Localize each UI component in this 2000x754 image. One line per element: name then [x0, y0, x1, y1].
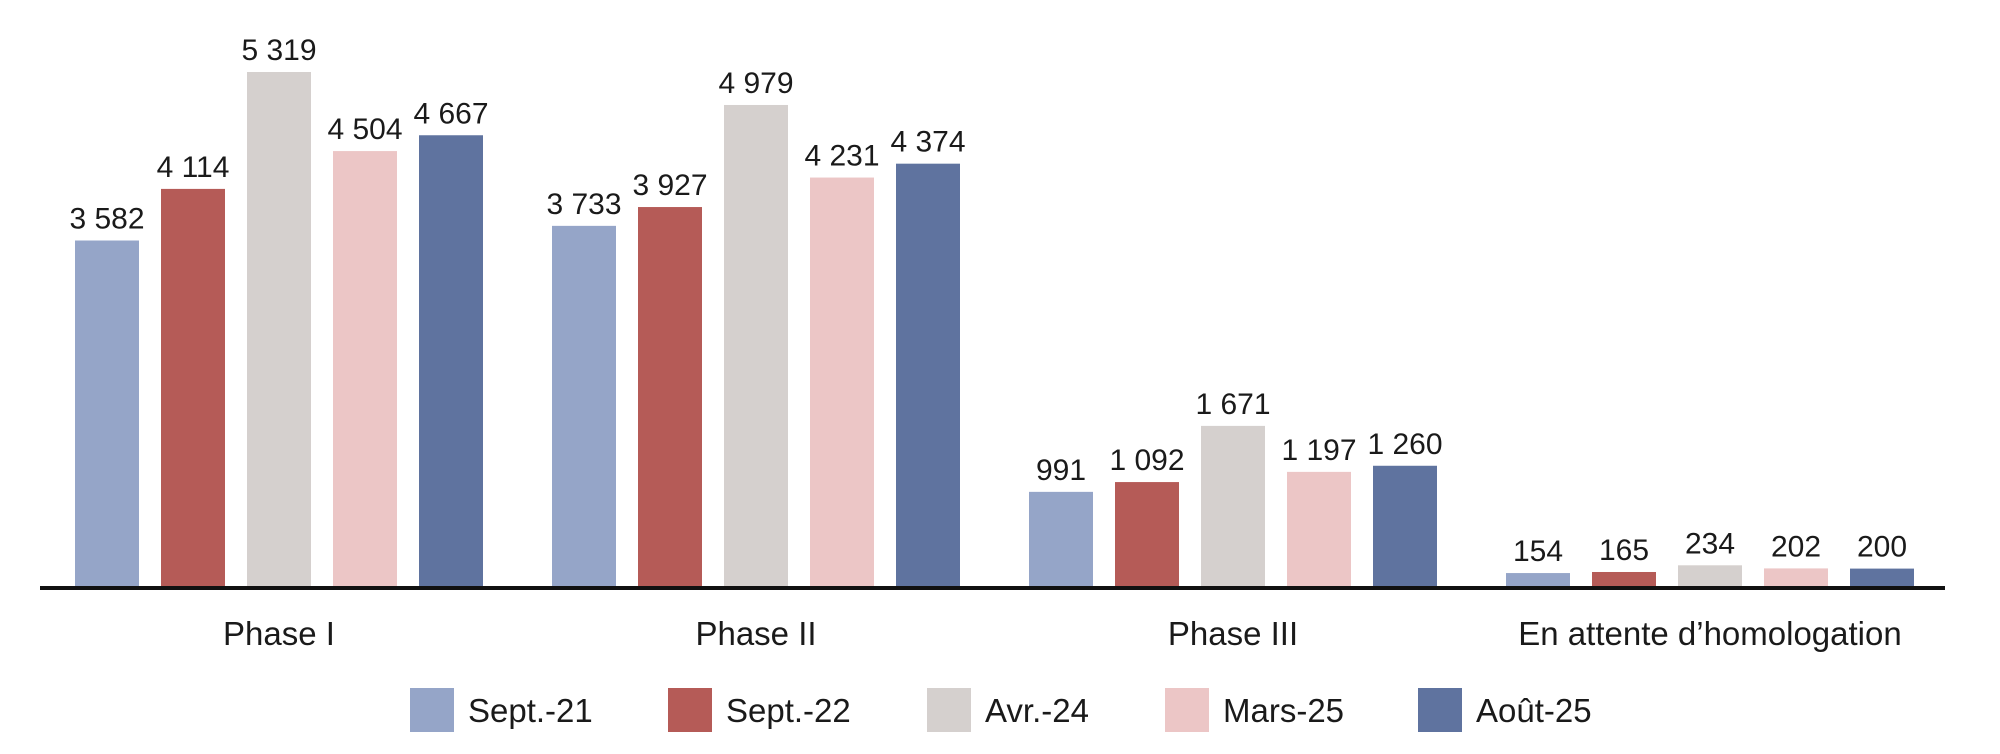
bar-1-3: [247, 72, 311, 588]
legend-label-1: Sept.-21: [468, 692, 593, 729]
value-label-1-1: 3 582: [69, 203, 144, 236]
bar-3-5: [1373, 465, 1437, 588]
bar-1-2: [161, 188, 225, 588]
bar-3-2: [1115, 482, 1179, 588]
bar-1-5: [419, 135, 483, 589]
category-label-2: Phase II: [695, 615, 816, 652]
category-label-1: Phase I: [223, 615, 335, 652]
value-label-3-1: 991: [1036, 454, 1086, 487]
value-label-4-1: 154: [1513, 535, 1563, 568]
value-label-3-3: 1 671: [1195, 388, 1270, 421]
value-label-4-4: 202: [1771, 530, 1821, 563]
value-label-4-2: 165: [1599, 534, 1649, 567]
value-labels-group: 3 582 4 114 5 319 4 504 4 667 3 733 3 927 4 979…: [69, 34, 1907, 568]
value-label-4-5: 200: [1857, 531, 1907, 564]
bar-1-4: [333, 151, 397, 589]
bar-4-4: [1764, 568, 1828, 588]
bars-group: [75, 72, 1914, 589]
legend: Sept.-21 Sept.-22 Avr.-24 Mars-25 Août-25: [410, 688, 1592, 732]
legend-swatch-2: [668, 688, 712, 732]
value-label-2-3: 4 979: [718, 67, 793, 100]
legend-label-4: Mars-25: [1223, 692, 1344, 729]
value-label-4-3: 234: [1685, 527, 1735, 560]
legend-swatch-1: [410, 688, 454, 732]
category-labels-group: Phase I Phase II Phase III En attente d’hom…: [223, 615, 1902, 652]
bar-3-1: [1029, 491, 1093, 588]
value-label-1-3: 5 319: [241, 34, 316, 67]
value-label-2-5: 4 374: [890, 126, 965, 159]
value-label-2-1: 3 733: [546, 188, 621, 221]
value-label-2-2: 3 927: [632, 169, 707, 202]
legend-label-3: Avr.-24: [985, 692, 1089, 729]
bar-2-3: [724, 104, 788, 588]
bar-4-1: [1506, 573, 1570, 588]
legend-swatch-5: [1418, 688, 1462, 732]
value-label-3-2: 1 092: [1109, 444, 1184, 477]
legend-label-2: Sept.-22: [726, 692, 851, 729]
value-label-1-5: 4 667: [413, 97, 488, 130]
value-label-2-4: 4 231: [804, 140, 879, 173]
legend-swatch-4: [1165, 688, 1209, 732]
bar-2-2: [638, 207, 702, 588]
value-label-3-5: 1 260: [1367, 428, 1442, 461]
bar-4-3: [1678, 565, 1742, 588]
bar-1-1: [75, 240, 139, 588]
legend-swatch-3: [927, 688, 971, 732]
value-label-3-4: 1 197: [1281, 434, 1356, 467]
bar-2-4: [810, 177, 874, 588]
category-label-4: En attente d’homologation: [1518, 615, 1901, 652]
bar-3-3: [1201, 425, 1265, 588]
bar-4-5: [1850, 568, 1914, 588]
bar-2-1: [552, 225, 616, 588]
value-label-1-2: 4 114: [157, 151, 230, 184]
legend-label-5: Août-25: [1476, 692, 1592, 729]
bar-2-5: [896, 163, 960, 589]
bar-3-4: [1287, 471, 1351, 588]
bar-4-2: [1592, 571, 1656, 588]
value-label-1-4: 4 504: [327, 113, 402, 146]
category-label-3: Phase III: [1168, 615, 1298, 652]
